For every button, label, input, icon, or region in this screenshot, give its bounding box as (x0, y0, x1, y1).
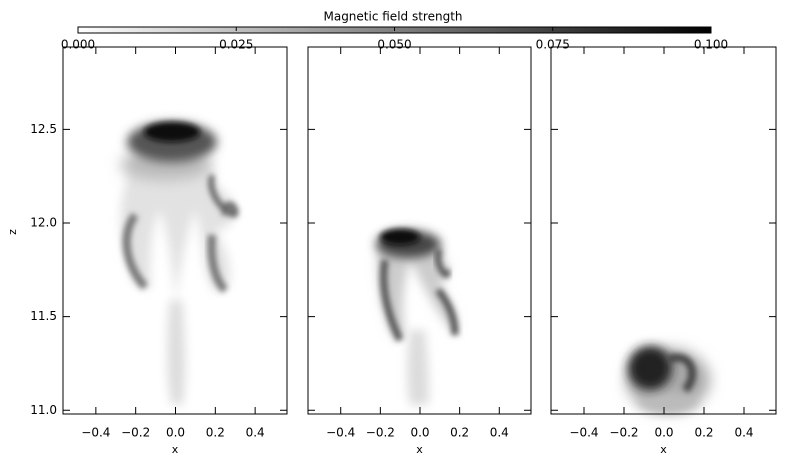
colorbar-tick-label: 0.100 (694, 38, 728, 52)
x-tick-label: 0.4 (490, 426, 509, 440)
x-axis-label: x (172, 443, 179, 456)
field-image-1 (120, 122, 239, 405)
colorbar-tick-label: 0.050 (377, 38, 411, 52)
x-tick-label: 0.2 (694, 426, 713, 440)
x-tick-label: 0.2 (450, 426, 469, 440)
x-tick-label: 0.4 (246, 426, 265, 440)
x-tick-label: −0.4 (81, 426, 110, 440)
colorbar-tick-label: 0.025 (219, 38, 253, 52)
x-tick-label: −0.2 (121, 426, 150, 440)
field-image-3 (626, 346, 710, 412)
x-tick-label: 0.4 (734, 426, 753, 440)
y-axis-label: z (6, 229, 19, 235)
x-tick-label: 0.0 (166, 426, 185, 440)
x-tick-label: −0.4 (326, 426, 355, 440)
y-tick-label: 11.0 (30, 403, 57, 417)
x-tick-label: −0.2 (366, 426, 395, 440)
field-image-2 (376, 229, 459, 405)
x-tick-label: 0.0 (654, 426, 673, 440)
colorbar-tick-label: 0.000 (61, 38, 95, 52)
x-axis-label: x (416, 443, 423, 456)
colorbar-tick-label: 0.075 (536, 38, 570, 52)
x-tick-label: 0.2 (206, 426, 225, 440)
y-tick-label: 11.5 (30, 309, 57, 323)
x-tick-label: −0.4 (569, 426, 598, 440)
y-tick-label: 12.0 (30, 216, 57, 230)
colorbar-title: Magnetic field strength (323, 10, 462, 24)
x-tick-label: −0.2 (609, 426, 638, 440)
x-tick-label: 0.0 (410, 426, 429, 440)
y-tick-label: 12.5 (30, 122, 57, 136)
x-axis-label: x (660, 443, 667, 456)
